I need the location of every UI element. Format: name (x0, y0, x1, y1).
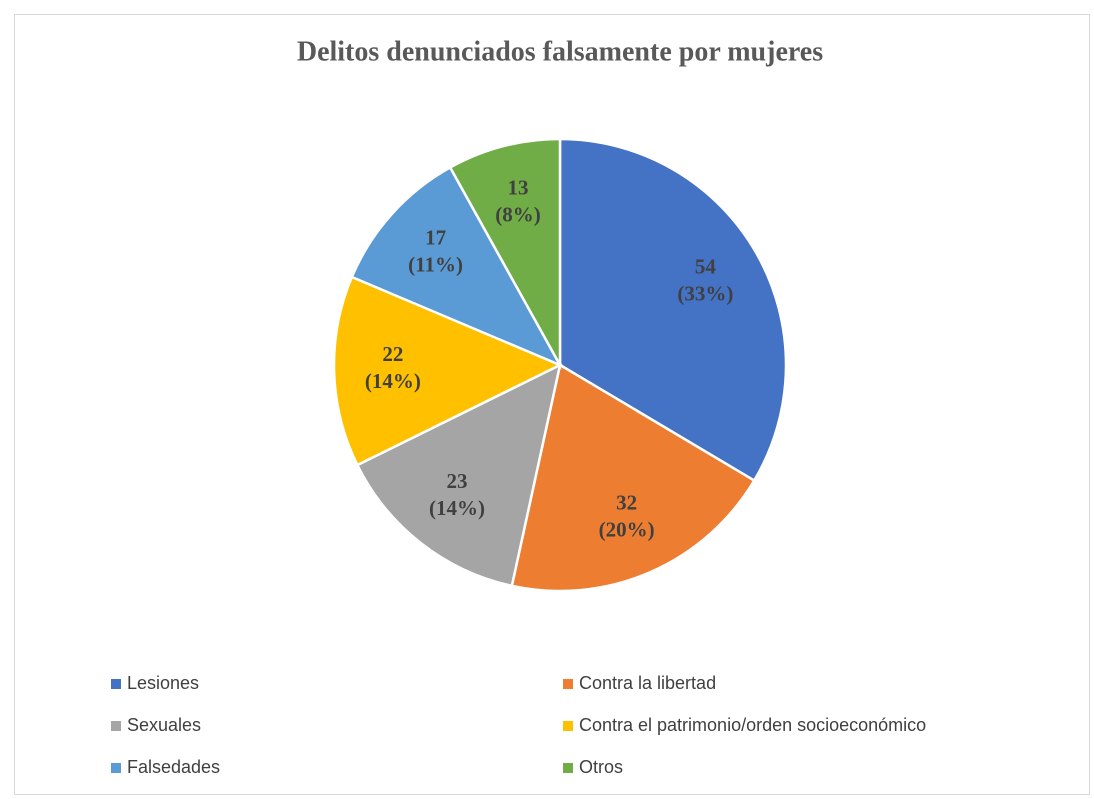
data-label: 22 (382, 342, 403, 366)
data-label: 54 (695, 255, 717, 279)
legend-label: Contra el patrimonio/orden socioeconómic… (579, 715, 926, 735)
data-label: 13 (508, 175, 529, 199)
pie-slice (350, 165, 563, 368)
data-label: (33%) (677, 282, 733, 306)
data-label: (20%) (599, 518, 655, 542)
data-label: (14%) (365, 369, 421, 393)
data-label: 23 (447, 469, 468, 493)
legend-marker (563, 721, 573, 731)
legend-marker (563, 679, 573, 689)
pie-slice (332, 275, 564, 467)
data-label: 32 (616, 491, 637, 515)
legend-label: Falsedades (127, 757, 220, 777)
legend-marker (111, 679, 121, 689)
legend-marker (111, 721, 121, 731)
pie-slice (558, 137, 788, 483)
pie-slice (448, 137, 562, 370)
data-label: (14%) (429, 496, 485, 520)
pie-slice (355, 362, 562, 588)
pie-slice (510, 363, 756, 593)
data-label: 17 (425, 226, 446, 250)
legend-marker (111, 763, 121, 773)
data-label: (11%) (408, 253, 463, 277)
chart-title: Delitos denunciados falsamente por mujer… (297, 36, 823, 67)
legend-label: Sexuales (127, 715, 201, 735)
legend-marker (563, 763, 573, 773)
legend-label: Lesiones (127, 673, 199, 693)
legend-label: Contra la libertad (579, 673, 716, 693)
legend-label: Otros (579, 757, 623, 777)
data-label: (8%) (495, 202, 541, 226)
